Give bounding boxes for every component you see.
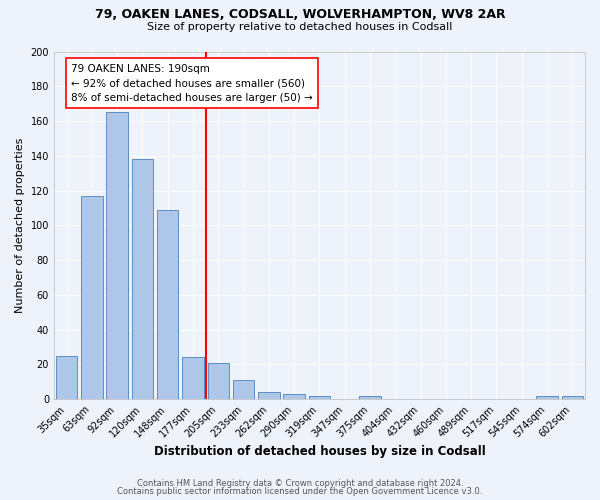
Bar bbox=[359, 396, 381, 399]
Bar bbox=[56, 356, 77, 399]
Bar bbox=[233, 380, 254, 399]
Bar bbox=[208, 362, 229, 399]
Bar bbox=[258, 392, 280, 399]
Bar bbox=[536, 396, 558, 399]
Bar bbox=[309, 396, 330, 399]
Bar bbox=[182, 358, 204, 399]
Text: Size of property relative to detached houses in Codsall: Size of property relative to detached ho… bbox=[148, 22, 452, 32]
Text: Contains HM Land Registry data © Crown copyright and database right 2024.: Contains HM Land Registry data © Crown c… bbox=[137, 478, 463, 488]
Bar bbox=[106, 112, 128, 399]
X-axis label: Distribution of detached houses by size in Codsall: Distribution of detached houses by size … bbox=[154, 444, 485, 458]
Bar bbox=[283, 394, 305, 399]
Text: 79, OAKEN LANES, CODSALL, WOLVERHAMPTON, WV8 2AR: 79, OAKEN LANES, CODSALL, WOLVERHAMPTON,… bbox=[95, 8, 505, 20]
Bar bbox=[131, 160, 153, 399]
Bar bbox=[157, 210, 178, 399]
Bar bbox=[562, 396, 583, 399]
Text: Contains public sector information licensed under the Open Government Licence v3: Contains public sector information licen… bbox=[118, 487, 482, 496]
Bar bbox=[81, 196, 103, 399]
Text: 79 OAKEN LANES: 190sqm
← 92% of detached houses are smaller (560)
8% of semi-det: 79 OAKEN LANES: 190sqm ← 92% of detached… bbox=[71, 64, 313, 104]
Y-axis label: Number of detached properties: Number of detached properties bbox=[15, 138, 25, 313]
